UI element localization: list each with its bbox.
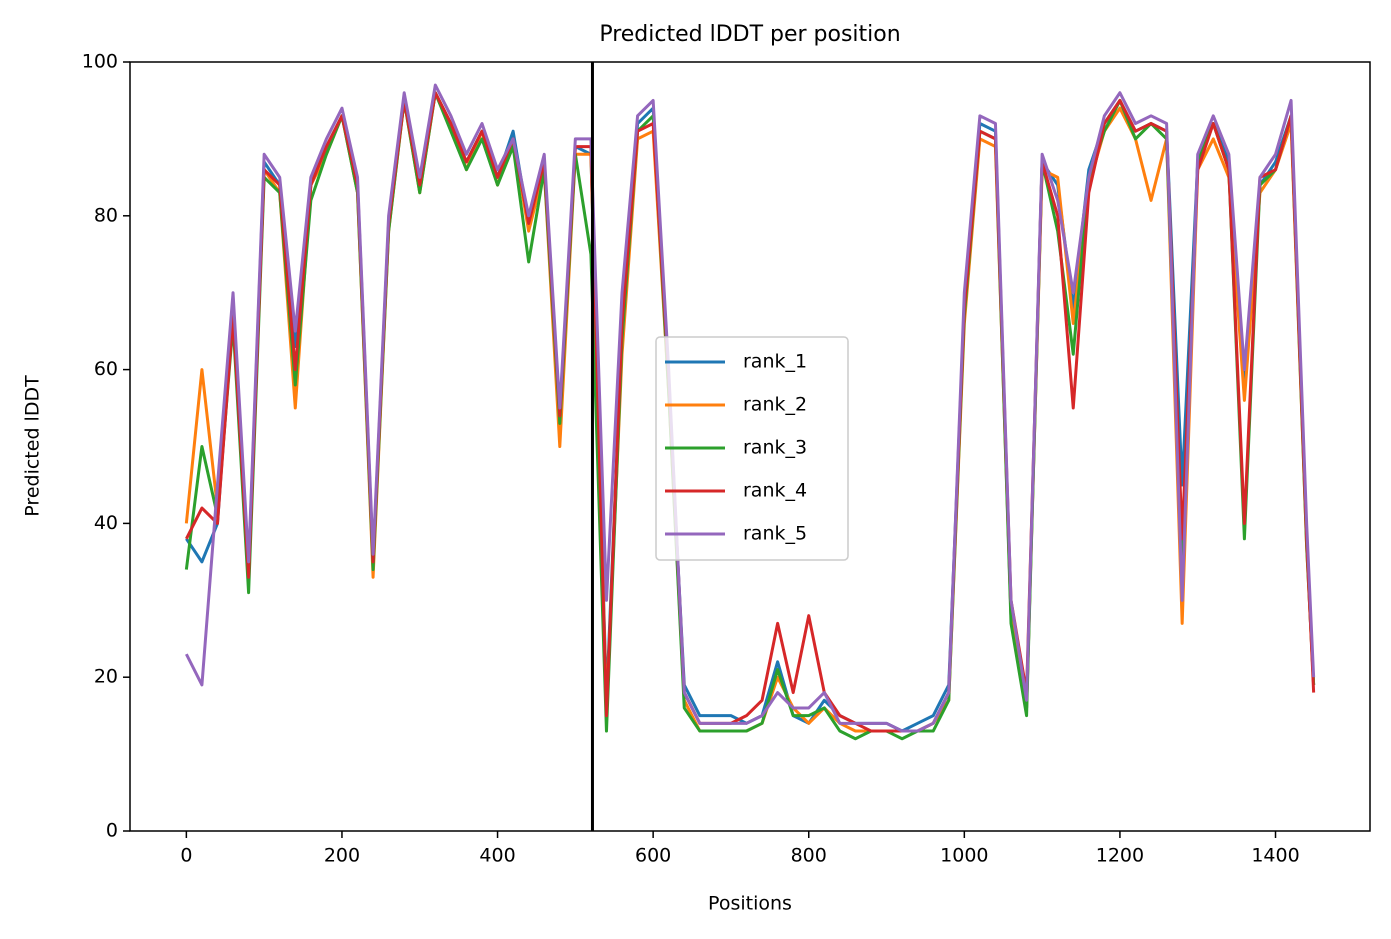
y-tick-label: 20 (94, 666, 118, 688)
legend-box (655, 336, 849, 561)
x-tick-label: 1400 (1251, 845, 1299, 867)
plot-frame (129, 61, 1371, 832)
x-axis-label: Positions (708, 893, 792, 915)
legend-label: rank_3 (743, 437, 807, 459)
legend-label: rank_2 (743, 394, 807, 416)
x-tick-label: 1000 (940, 845, 988, 867)
y-tick-label: 80 (94, 204, 118, 226)
y-axis-label: Predicted lDDT (22, 375, 44, 517)
legend-label: rank_1 (743, 351, 807, 373)
y-tick-label: 100 (82, 51, 118, 73)
x-tick-label: 800 (791, 845, 827, 867)
chart-title: Predicted lDDT per position (599, 22, 900, 47)
series-line (185, 83, 1316, 733)
x-tick-label: 1200 (1096, 845, 1144, 867)
x-tick-label: 600 (635, 845, 671, 867)
x-tick-label: 200 (324, 845, 360, 867)
legend-label: rank_5 (743, 523, 807, 545)
y-tick-label: 60 (94, 358, 118, 380)
y-tick-label: 0 (106, 820, 118, 842)
x-tick-label: 400 (479, 845, 515, 867)
legend-label: rank_4 (743, 480, 807, 502)
x-tick-label: 0 (180, 845, 192, 867)
y-tick-label: 40 (94, 512, 118, 534)
